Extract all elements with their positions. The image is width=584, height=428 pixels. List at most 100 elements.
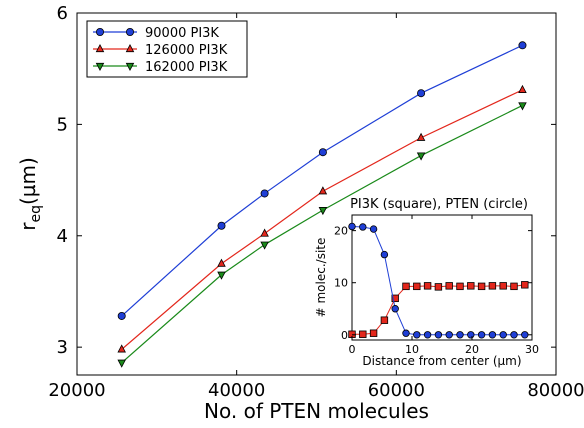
y-tick-label: 5 bbox=[57, 114, 68, 135]
data-point bbox=[117, 344, 126, 353]
inset-data-point bbox=[402, 329, 410, 337]
ylabel-subscript: eq bbox=[28, 205, 44, 223]
data-point bbox=[117, 359, 126, 368]
series-line bbox=[121, 44, 523, 317]
inset-data-point bbox=[488, 282, 497, 290]
inset-data-point bbox=[369, 225, 378, 233]
data-point bbox=[318, 186, 328, 195]
data-point bbox=[416, 152, 426, 161]
inset-data-point bbox=[499, 331, 507, 339]
data-point bbox=[518, 41, 527, 50]
legend-entry: 90000 PI3K bbox=[93, 26, 219, 41]
inset-data-point bbox=[456, 282, 464, 291]
data-point bbox=[518, 84, 527, 93]
series-2 bbox=[117, 84, 527, 353]
inset-data-point bbox=[510, 331, 518, 339]
inset-data-point bbox=[467, 331, 475, 339]
inset-data-point bbox=[488, 331, 497, 339]
series-1 bbox=[117, 41, 527, 320]
x-tick-label: 80000 bbox=[527, 380, 584, 401]
inset-x-tick-label: 0 bbox=[349, 343, 356, 356]
inset-data-point bbox=[348, 222, 356, 231]
inset-data-point bbox=[477, 282, 486, 291]
data-point bbox=[260, 189, 269, 198]
legend-marker bbox=[125, 44, 135, 53]
inset-y-tick-label: 10 bbox=[334, 277, 348, 290]
series-3 bbox=[117, 102, 527, 368]
inset-data-point bbox=[434, 331, 443, 339]
inset-series-pi3k bbox=[348, 281, 529, 338]
main-x-ticks: 20000 40000 60000 80000 bbox=[48, 13, 584, 401]
main-chart: 20000 40000 60000 80000 3 4 5 6 No. of PTEN mo… bbox=[16, 3, 584, 423]
inset-x-ticks: 0 10 20 30 bbox=[349, 215, 539, 356]
inset-data-point bbox=[402, 282, 410, 291]
legend-label: 126000 PI3K bbox=[145, 43, 228, 58]
legend-items: 90000 PI3K 126000 PI3K 162000 PI3K bbox=[93, 26, 228, 75]
main-x-axis-label: No. of PTEN molecules bbox=[204, 399, 429, 423]
inset-data-point bbox=[391, 294, 399, 303]
inset-data-point bbox=[521, 281, 529, 289]
data-point bbox=[318, 148, 327, 157]
legend-marker bbox=[95, 62, 105, 71]
ylabel-main: r bbox=[16, 222, 40, 231]
inset-y-axis-label: # molec./site bbox=[314, 238, 328, 318]
inset-data-point bbox=[359, 223, 367, 231]
inset-plot-frame bbox=[351, 214, 533, 341]
y-tick-label: 4 bbox=[57, 226, 68, 247]
inset-data-point bbox=[391, 305, 399, 313]
inset-data-point bbox=[413, 331, 421, 339]
inset-data-point bbox=[359, 330, 367, 338]
legend-marker bbox=[126, 27, 135, 36]
inset-title: PI3K (square), PTEN (circle) bbox=[350, 197, 528, 212]
data-point bbox=[318, 207, 328, 216]
data-point bbox=[217, 258, 226, 267]
data-point bbox=[260, 228, 269, 237]
inset-x-tick-label: 10 bbox=[405, 343, 419, 356]
x-tick-label: 40000 bbox=[208, 380, 265, 401]
x-tick-label: 60000 bbox=[368, 380, 425, 401]
inset-data-point bbox=[477, 331, 486, 339]
y-tick-label: 6 bbox=[57, 3, 68, 24]
legend-marker bbox=[125, 62, 135, 71]
data-point bbox=[518, 102, 527, 111]
inset-x-tick-label: 20 bbox=[465, 343, 479, 356]
inset-y-tick-label: 0 bbox=[341, 329, 348, 342]
data-point bbox=[417, 89, 426, 98]
inset-data-point bbox=[434, 283, 443, 291]
data-point bbox=[217, 271, 226, 280]
inset-y-ticks: 0 10 20 bbox=[334, 225, 532, 342]
data-point bbox=[416, 132, 426, 141]
legend-label: 162000 PI3K bbox=[145, 60, 228, 75]
main-y-ticks: 3 4 5 6 bbox=[57, 3, 556, 358]
legend-label: 90000 PI3K bbox=[145, 26, 219, 41]
legend-entry: 126000 PI3K bbox=[93, 43, 228, 58]
inset-x-tick-label: 30 bbox=[525, 343, 539, 356]
inset-series-layer bbox=[348, 222, 529, 339]
inset-series-pten bbox=[348, 222, 529, 339]
inset-chart: PI3K (square), PTEN (circle) 0 10 20 30 0 10… bbox=[314, 197, 539, 368]
inset-data-point bbox=[467, 282, 475, 290]
x-tick-label: 20000 bbox=[48, 380, 105, 401]
legend: 90000 PI3K 126000 PI3K 162000 PI3K bbox=[86, 20, 248, 78]
y-tick-label: 3 bbox=[57, 337, 68, 358]
legend-marker bbox=[96, 27, 105, 36]
main-plot-frame bbox=[76, 12, 557, 376]
data-point bbox=[117, 311, 126, 320]
inset-data-point bbox=[380, 316, 389, 324]
inset-x-axis-label: Distance from center (µm) bbox=[362, 354, 521, 368]
data-point bbox=[260, 241, 269, 250]
legend-marker bbox=[95, 44, 105, 53]
inset-data-point bbox=[445, 331, 453, 339]
main-series-layer bbox=[117, 41, 527, 368]
inset-data-point bbox=[380, 250, 389, 259]
ylabel-unit: (µm) bbox=[16, 157, 40, 205]
inset-data-point bbox=[456, 331, 464, 339]
inset-data-point bbox=[423, 331, 432, 339]
main-y-axis-label: req(µm) bbox=[16, 157, 44, 231]
inset-data-point bbox=[423, 282, 432, 290]
inset-data-point bbox=[445, 282, 453, 290]
legend-entry: 162000 PI3K bbox=[93, 60, 228, 75]
series-line bbox=[121, 104, 523, 364]
inset-data-point bbox=[521, 331, 529, 339]
